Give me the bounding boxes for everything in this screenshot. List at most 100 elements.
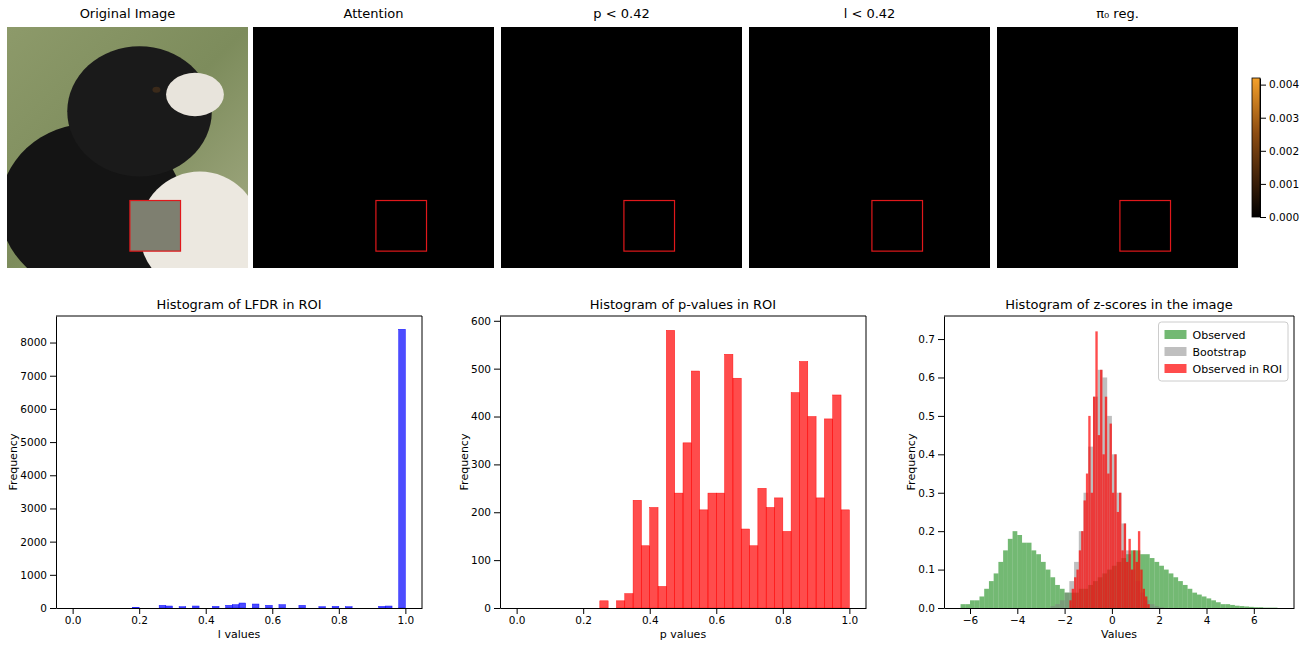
roi-noise: [130, 201, 181, 252]
histogram-bar: [1211, 600, 1216, 608]
x-tick-mark: [73, 608, 74, 614]
histogram-bar: [1126, 562, 1128, 608]
histogram-bar: [1102, 377, 1107, 608]
chart-title: Histogram of LFDR in ROI: [156, 297, 321, 312]
histogram-bar: [808, 417, 816, 608]
histogram-bar: [1017, 535, 1022, 608]
histogram-bar: [1110, 424, 1112, 608]
histogram-bar: [1128, 539, 1130, 608]
chart-title: Histogram of z-scores in the image: [1005, 297, 1233, 312]
histogram-bar: [1079, 531, 1084, 608]
histogram-series: [1069, 331, 1149, 608]
x-tick-mark: [1017, 608, 1018, 614]
histogram-bar: [1098, 435, 1100, 608]
photo-dog-muzzle: [166, 73, 224, 116]
x-tick-label: 0.6: [264, 614, 281, 626]
x-tick-mark: [849, 608, 850, 614]
y-tick-label: 1000: [20, 569, 47, 581]
histogram-bar: [379, 606, 386, 608]
x-tick: 1.0: [398, 608, 415, 626]
y-tick-label: 600: [471, 315, 491, 327]
x-tick: 0.4: [198, 608, 215, 626]
frame-right: [866, 316, 867, 608]
histogram-bar: [232, 605, 239, 608]
histogram-bar: [965, 604, 970, 608]
y-tick: 0.1: [918, 563, 944, 575]
histogram-bar: [633, 500, 641, 608]
histogram-bar: [525, 608, 533, 609]
x-tick-label: 4: [1204, 614, 1211, 626]
histogram-bar: [1079, 550, 1081, 608]
y-tick-mark: [494, 608, 500, 609]
colorbar-tick: 0.000: [1260, 211, 1299, 223]
x-tick: 0: [1109, 608, 1116, 626]
histogram-bar: [345, 607, 352, 608]
y-tick-label: 400: [471, 410, 491, 422]
histogram-bar: [616, 601, 624, 608]
histogram-bar: [359, 608, 366, 609]
y-tick: 500: [471, 363, 500, 375]
x-tick: 0.8: [775, 608, 792, 626]
histogram-bar: [841, 510, 849, 608]
colorbar-tick-mark: [1260, 118, 1266, 119]
histogram-bar: [984, 589, 989, 608]
histogram-bar: [799, 361, 807, 608]
histogram-bar: [608, 608, 616, 609]
histogram-bar: [550, 608, 558, 609]
y-tick-label: 8000: [20, 336, 47, 348]
histogram-bar: [666, 330, 674, 608]
x-tick-label: 0.6: [708, 614, 725, 626]
y-tick: 4000: [20, 469, 56, 481]
histogram-bar: [399, 329, 406, 608]
y-tick-mark: [938, 454, 944, 455]
histogram-bar: [1263, 607, 1268, 608]
histogram-bar: [1003, 550, 1008, 608]
x-axis-line: [945, 608, 1295, 609]
histogram-bar: [1240, 606, 1245, 608]
panel-title: Attention: [344, 6, 404, 21]
histogram-bar: [600, 601, 608, 608]
x-tick-mark: [716, 608, 717, 614]
histogram-bar: [1112, 454, 1117, 608]
y-tick: 0.2: [918, 525, 944, 537]
panel-content: [997, 27, 1238, 268]
histogram-bar: [683, 443, 691, 608]
y-tick-label: 100: [471, 554, 491, 566]
histogram-bar: [199, 608, 206, 609]
histogram-bar: [1008, 539, 1013, 608]
colorbar: 0.0000.0010.0020.0030.004: [1252, 78, 1299, 223]
histogram-bar: [1069, 600, 1071, 608]
image-panel: Attention: [253, 6, 494, 268]
x-tick: −6: [963, 608, 979, 626]
histogram-bar: [292, 608, 299, 609]
histogram-bar: [1093, 397, 1095, 608]
colorbar-tick-label: 0.000: [1269, 211, 1299, 223]
x-tick-mark: [1112, 608, 1113, 614]
histogram-bar: [186, 608, 193, 609]
histogram-bar: [575, 608, 583, 609]
panel-content: [7, 27, 248, 268]
y-tick-mark: [50, 376, 56, 377]
y-tick-label: 3000: [20, 502, 47, 514]
histogram-bar: [99, 608, 106, 609]
histogram-bar: [1036, 554, 1041, 608]
panel-title: l < 0.42: [844, 6, 896, 21]
x-tick: 0.0: [509, 608, 526, 626]
legend-label: Bootstrap: [1193, 346, 1247, 359]
y-tick: 0.4: [918, 448, 944, 460]
colorbar-tick-label: 0.002: [1269, 145, 1299, 157]
histogram-bar: [326, 608, 333, 609]
y-tick: 600: [471, 315, 500, 327]
x-tick-mark: [139, 608, 140, 614]
histogram-bar: [833, 395, 841, 608]
x-tick: 2: [1156, 608, 1163, 626]
x-tick-label: −4: [1010, 614, 1026, 626]
y-tick-label: 0.5: [918, 410, 935, 422]
x-tick: 0.4: [642, 608, 659, 626]
y-tick-mark: [50, 409, 56, 410]
y-axis: 0.00.10.20.30.40.50.60.7: [918, 317, 944, 614]
histogram-bar: [783, 531, 791, 608]
x-tick-mark: [650, 608, 651, 614]
x-axis-title: p values: [660, 628, 707, 641]
frame-top: [500, 316, 866, 317]
